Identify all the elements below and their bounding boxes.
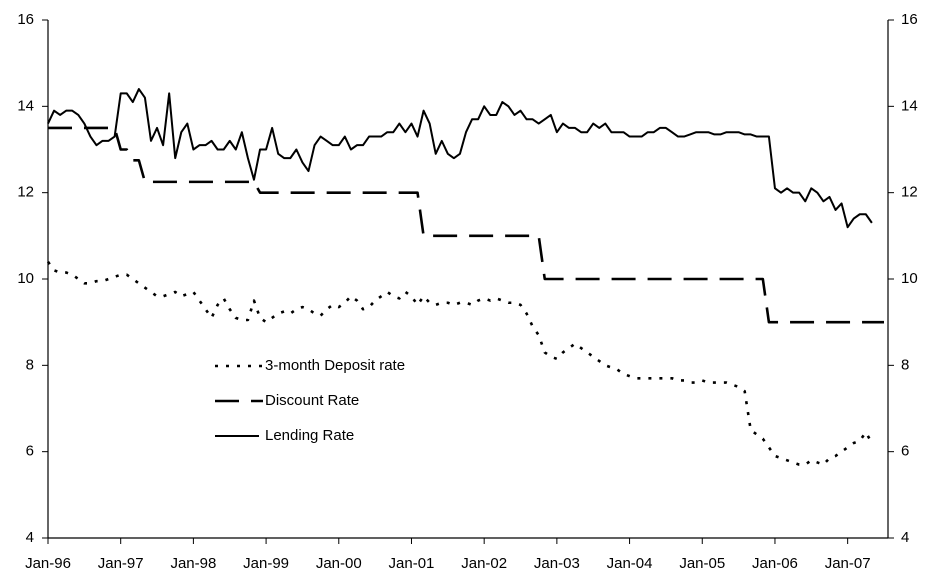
x-tick-label: Jan-05: [679, 555, 725, 572]
legend-label: Lending Rate: [265, 427, 354, 444]
legend-label: Discount Rate: [265, 392, 359, 409]
y-tick-label: 16: [17, 11, 34, 28]
y-tick-label: 6: [26, 443, 34, 460]
series-line: [46, 260, 874, 466]
x-tick-label: Jan-04: [607, 555, 653, 572]
x-tick-label: Jan-99: [243, 555, 289, 572]
y2-tick-label: 4: [901, 529, 909, 546]
series-line: [48, 126, 884, 324]
y2-tick-label: 6: [901, 443, 909, 460]
y2-tick-label: 8: [901, 356, 909, 373]
x-tick-label: Jan-02: [461, 555, 507, 572]
y2-tick-label: 16: [901, 11, 918, 28]
y-tick-label: 8: [26, 356, 34, 373]
legend-label: 3-month Deposit rate: [265, 357, 405, 374]
x-tick-label: Jan-06: [752, 555, 798, 572]
x-tick-label: Jan-00: [316, 555, 362, 572]
x-tick-label: Jan-97: [98, 555, 144, 572]
y-tick-label: 10: [17, 270, 34, 287]
y-tick-label: 4: [26, 529, 34, 546]
y2-tick-label: 10: [901, 270, 918, 287]
x-tick-label: Jan-07: [825, 555, 871, 572]
x-tick-label: Jan-98: [170, 555, 216, 572]
y2-tick-label: 14: [901, 97, 918, 114]
x-tick-label: Jan-01: [389, 555, 435, 572]
series-line: [47, 88, 873, 229]
x-tick-label: Jan-03: [534, 555, 580, 572]
y-tick-label: 14: [17, 97, 34, 114]
x-tick-label: Jan-96: [25, 555, 71, 572]
y-tick-label: 12: [17, 184, 34, 201]
y2-tick-label: 12: [901, 184, 918, 201]
